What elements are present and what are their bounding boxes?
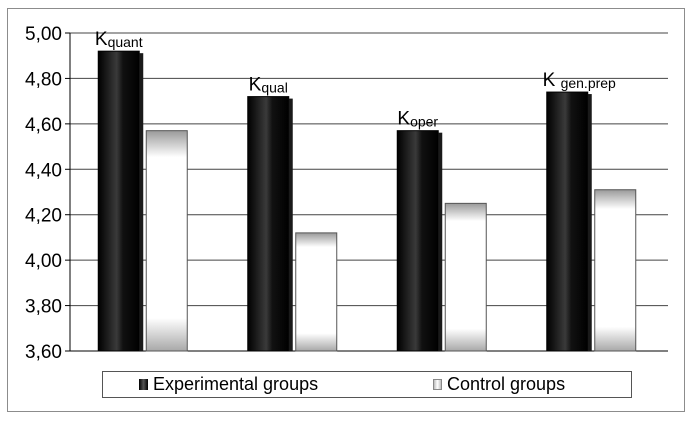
- bar-control: [594, 189, 637, 352]
- y-tick-label: 3,60: [25, 342, 62, 363]
- y-tick-label: 3,80: [25, 297, 62, 318]
- y-tick-label: 4,80: [25, 69, 62, 90]
- bars: [97, 50, 637, 352]
- bar-experimental: [546, 91, 589, 352]
- chart-frame: [7, 8, 685, 412]
- bar-labels: Kquant Kqual Koper K gen.prep: [95, 29, 616, 129]
- category-label: Koper: [397, 109, 438, 130]
- legend-swatch-control: [433, 379, 442, 390]
- category-label: Kquant: [95, 29, 143, 50]
- bar-control: [444, 202, 487, 352]
- bar-control: [145, 130, 188, 352]
- legend-label-experimental: Experimental groups: [153, 374, 319, 394]
- category-label: Kqual: [249, 75, 288, 96]
- y-tick-label: 4,20: [25, 206, 62, 227]
- legend-item-experimental: Experimental groups: [139, 374, 318, 395]
- y-tick-label: 4,00: [25, 251, 62, 272]
- bar-control: [295, 232, 338, 352]
- bar-experimental: [97, 50, 140, 352]
- bar-experimental: [396, 130, 439, 352]
- category-label: K gen.prep: [543, 70, 616, 91]
- y-tick-label: 5,00: [25, 24, 62, 45]
- legend: Experimental groups Control groups: [102, 371, 632, 398]
- legend-label-control: Control groups: [447, 374, 566, 394]
- y-axis: 3,60 3,80 4,00 4,20 4,40 4,60 4,80 5,00: [25, 24, 668, 363]
- bar-experimental: [247, 96, 290, 352]
- y-tick-label: 4,60: [25, 115, 62, 136]
- bar-experimental-side: [288, 98, 293, 351]
- legend-swatch-experimental: [139, 379, 148, 390]
- bar-experimental-side: [438, 132, 443, 351]
- bar-experimental-side: [139, 53, 144, 352]
- y-tick-label: 4,40: [25, 160, 62, 181]
- legend-item-control: Control groups: [433, 374, 565, 395]
- bar-experimental-side: [587, 94, 592, 352]
